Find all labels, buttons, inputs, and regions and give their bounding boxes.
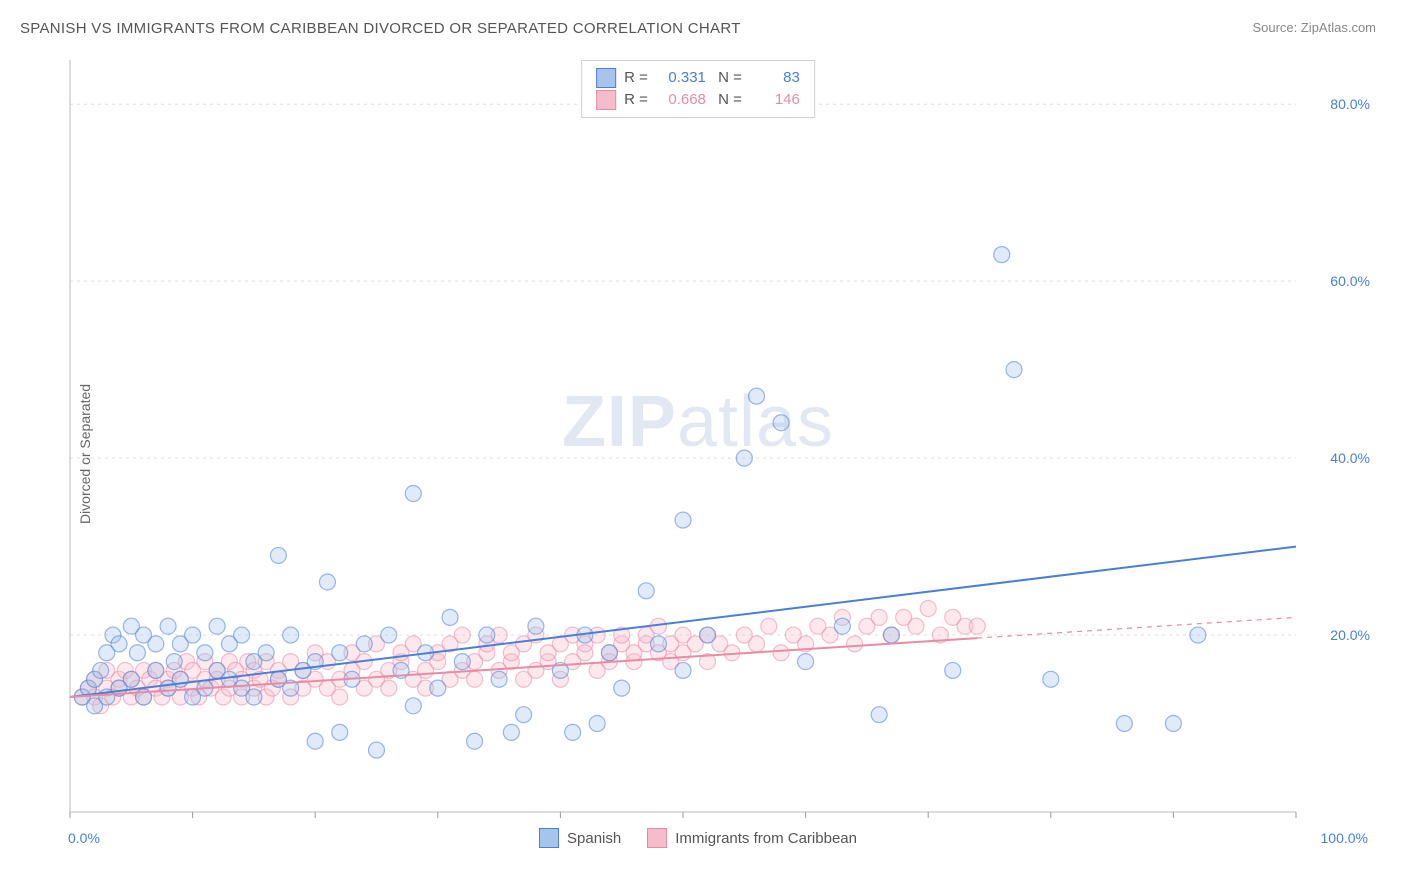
swatch-caribbean [596,90,616,110]
correlation-stats-box: R = 0.331 N = 83 R = 0.668 N = 146 [581,60,815,118]
r-value-spanish: 0.331 [656,67,706,89]
legend-swatch-caribbean [647,828,667,848]
n-value-spanish: 83 [750,67,800,89]
x-axis-right-label: 100.0% [1321,830,1368,846]
r-value-caribbean: 0.668 [656,89,706,111]
legend-label-caribbean: Immigrants from Caribbean [675,830,857,847]
source-attribution: Source: ZipAtlas.com [1252,20,1376,35]
y-tick-label: 60.0% [1330,273,1370,289]
swatch-spanish [596,68,616,88]
stats-row-spanish: R = 0.331 N = 83 [596,67,800,89]
stats-row-caribbean: R = 0.668 N = 146 [596,89,800,111]
legend-item-caribbean: Immigrants from Caribbean [647,828,857,848]
n-value-caribbean: 146 [750,89,800,111]
legend: Spanish Immigrants from Caribbean [539,828,857,848]
x-axis-left-label: 0.0% [68,830,100,846]
scatter-plot [65,55,1376,822]
y-tick-label: 40.0% [1330,450,1370,466]
chart-title: SPANISH VS IMMIGRANTS FROM CARIBBEAN DIV… [20,20,741,37]
legend-label-spanish: Spanish [567,830,621,847]
legend-swatch-spanish [539,828,559,848]
y-tick-label: 80.0% [1330,96,1370,112]
y-tick-label: 20.0% [1330,627,1370,643]
chart-container: Divorced or Separated ZIPatlas R = 0.331… [20,55,1376,852]
legend-item-spanish: Spanish [539,828,621,848]
